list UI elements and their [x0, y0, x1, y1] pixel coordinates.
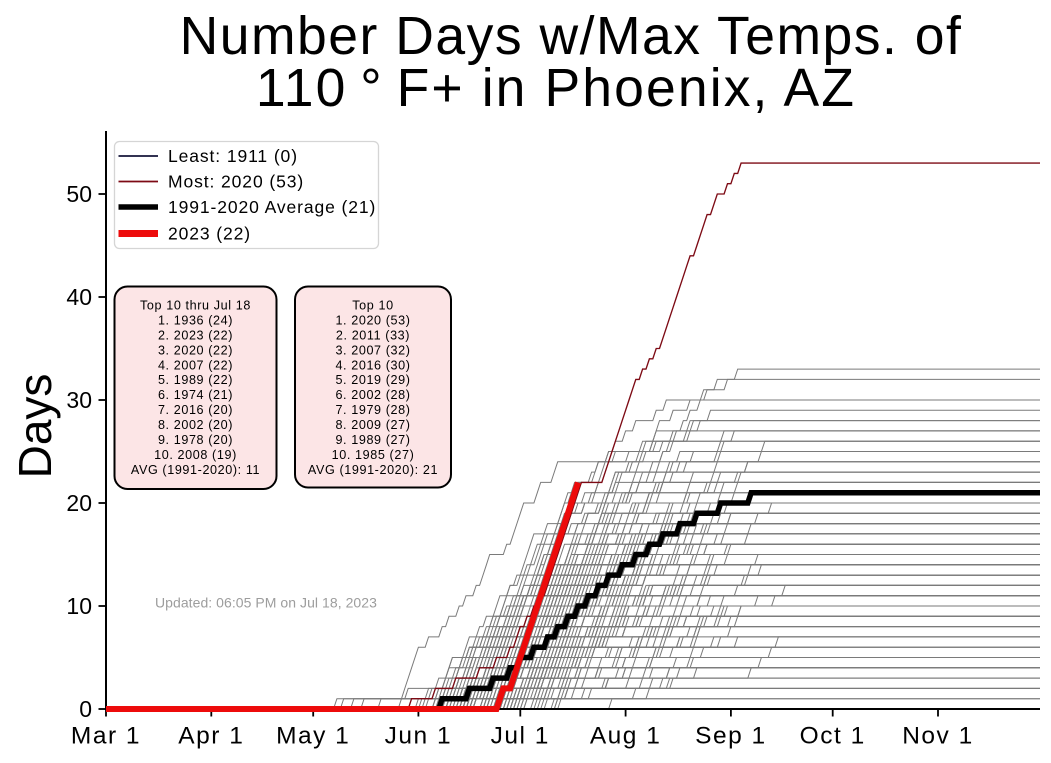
svg-text:2. 2023 (22): 2. 2023 (22): [158, 328, 233, 342]
svg-text:Updated: 06:05 PM on Jul 18, 2: Updated: 06:05 PM on Jul 18, 2023: [155, 595, 377, 611]
svg-text:4. 2007 (22): 4. 2007 (22): [158, 358, 233, 372]
svg-text:8. 2002 (20): 8. 2002 (20): [158, 418, 233, 432]
svg-text:5. 1989 (22): 5. 1989 (22): [158, 373, 233, 387]
svg-text:Oct 1: Oct 1: [800, 723, 866, 750]
svg-text:May 1: May 1: [276, 723, 350, 750]
svg-text:1. 1936 (24): 1. 1936 (24): [158, 313, 233, 327]
svg-text:1991-2020 Average (21): 1991-2020 Average (21): [168, 197, 376, 217]
svg-text:Most: 2020 (53): Most: 2020 (53): [168, 172, 304, 192]
svg-text:7. 1979 (28): 7. 1979 (28): [335, 403, 410, 417]
svg-text:Mar 1: Mar 1: [71, 723, 141, 750]
svg-text:Days: Days: [9, 374, 61, 479]
svg-text:1. 2020 (53): 1. 2020 (53): [335, 313, 410, 327]
svg-text:7. 2016 (20): 7. 2016 (20): [158, 403, 233, 417]
svg-text:Jun 1: Jun 1: [385, 723, 452, 750]
svg-text:Least: 1911 (0): Least: 1911 (0): [168, 146, 298, 166]
svg-text:AVG (1991-2020): 11: AVG (1991-2020): 11: [131, 463, 260, 477]
svg-text:110 ° F+ in Phoenix, AZ: 110 ° F+ in Phoenix, AZ: [256, 59, 856, 118]
svg-text:0: 0: [79, 696, 92, 722]
svg-text:Number Days w/Max Temps. of: Number Days w/Max Temps. of: [180, 7, 963, 66]
svg-text:8. 2009 (27): 8. 2009 (27): [335, 418, 410, 432]
svg-text:40: 40: [66, 284, 92, 310]
svg-text:Aug 1: Aug 1: [590, 723, 662, 750]
svg-text:9. 1989 (27): 9. 1989 (27): [335, 433, 410, 447]
svg-text:9. 1978 (20): 9. 1978 (20): [158, 433, 233, 447]
svg-text:5. 2019 (29): 5. 2019 (29): [335, 373, 410, 387]
svg-text:4. 2016 (30): 4. 2016 (30): [335, 358, 410, 372]
svg-text:10: 10: [66, 593, 92, 619]
svg-text:AVG (1991-2020): 21: AVG (1991-2020): 21: [308, 463, 438, 477]
svg-text:Nov 1: Nov 1: [902, 723, 974, 750]
svg-text:20: 20: [66, 490, 92, 516]
svg-text:50: 50: [66, 181, 92, 207]
svg-text:3. 2007 (32): 3. 2007 (32): [335, 343, 410, 357]
svg-text:2023 (22): 2023 (22): [168, 224, 251, 244]
svg-text:Top 10: Top 10: [352, 299, 393, 313]
svg-text:Top 10 thru Jul 18: Top 10 thru Jul 18: [140, 299, 251, 313]
svg-text:10. 2008 (19): 10. 2008 (19): [154, 448, 237, 462]
svg-text:2. 2011 (33): 2. 2011 (33): [336, 328, 410, 342]
svg-text:6. 2002 (28): 6. 2002 (28): [335, 388, 410, 402]
svg-text:Jul 1: Jul 1: [491, 723, 550, 750]
svg-text:Apr 1: Apr 1: [178, 723, 244, 750]
svg-text:30: 30: [66, 387, 92, 413]
svg-text:6. 1974 (21): 6. 1974 (21): [158, 388, 233, 402]
svg-text:10. 1985 (27): 10. 1985 (27): [332, 448, 415, 462]
svg-text:Sep 1: Sep 1: [695, 723, 767, 750]
svg-text:3. 2020 (22): 3. 2020 (22): [158, 343, 233, 357]
